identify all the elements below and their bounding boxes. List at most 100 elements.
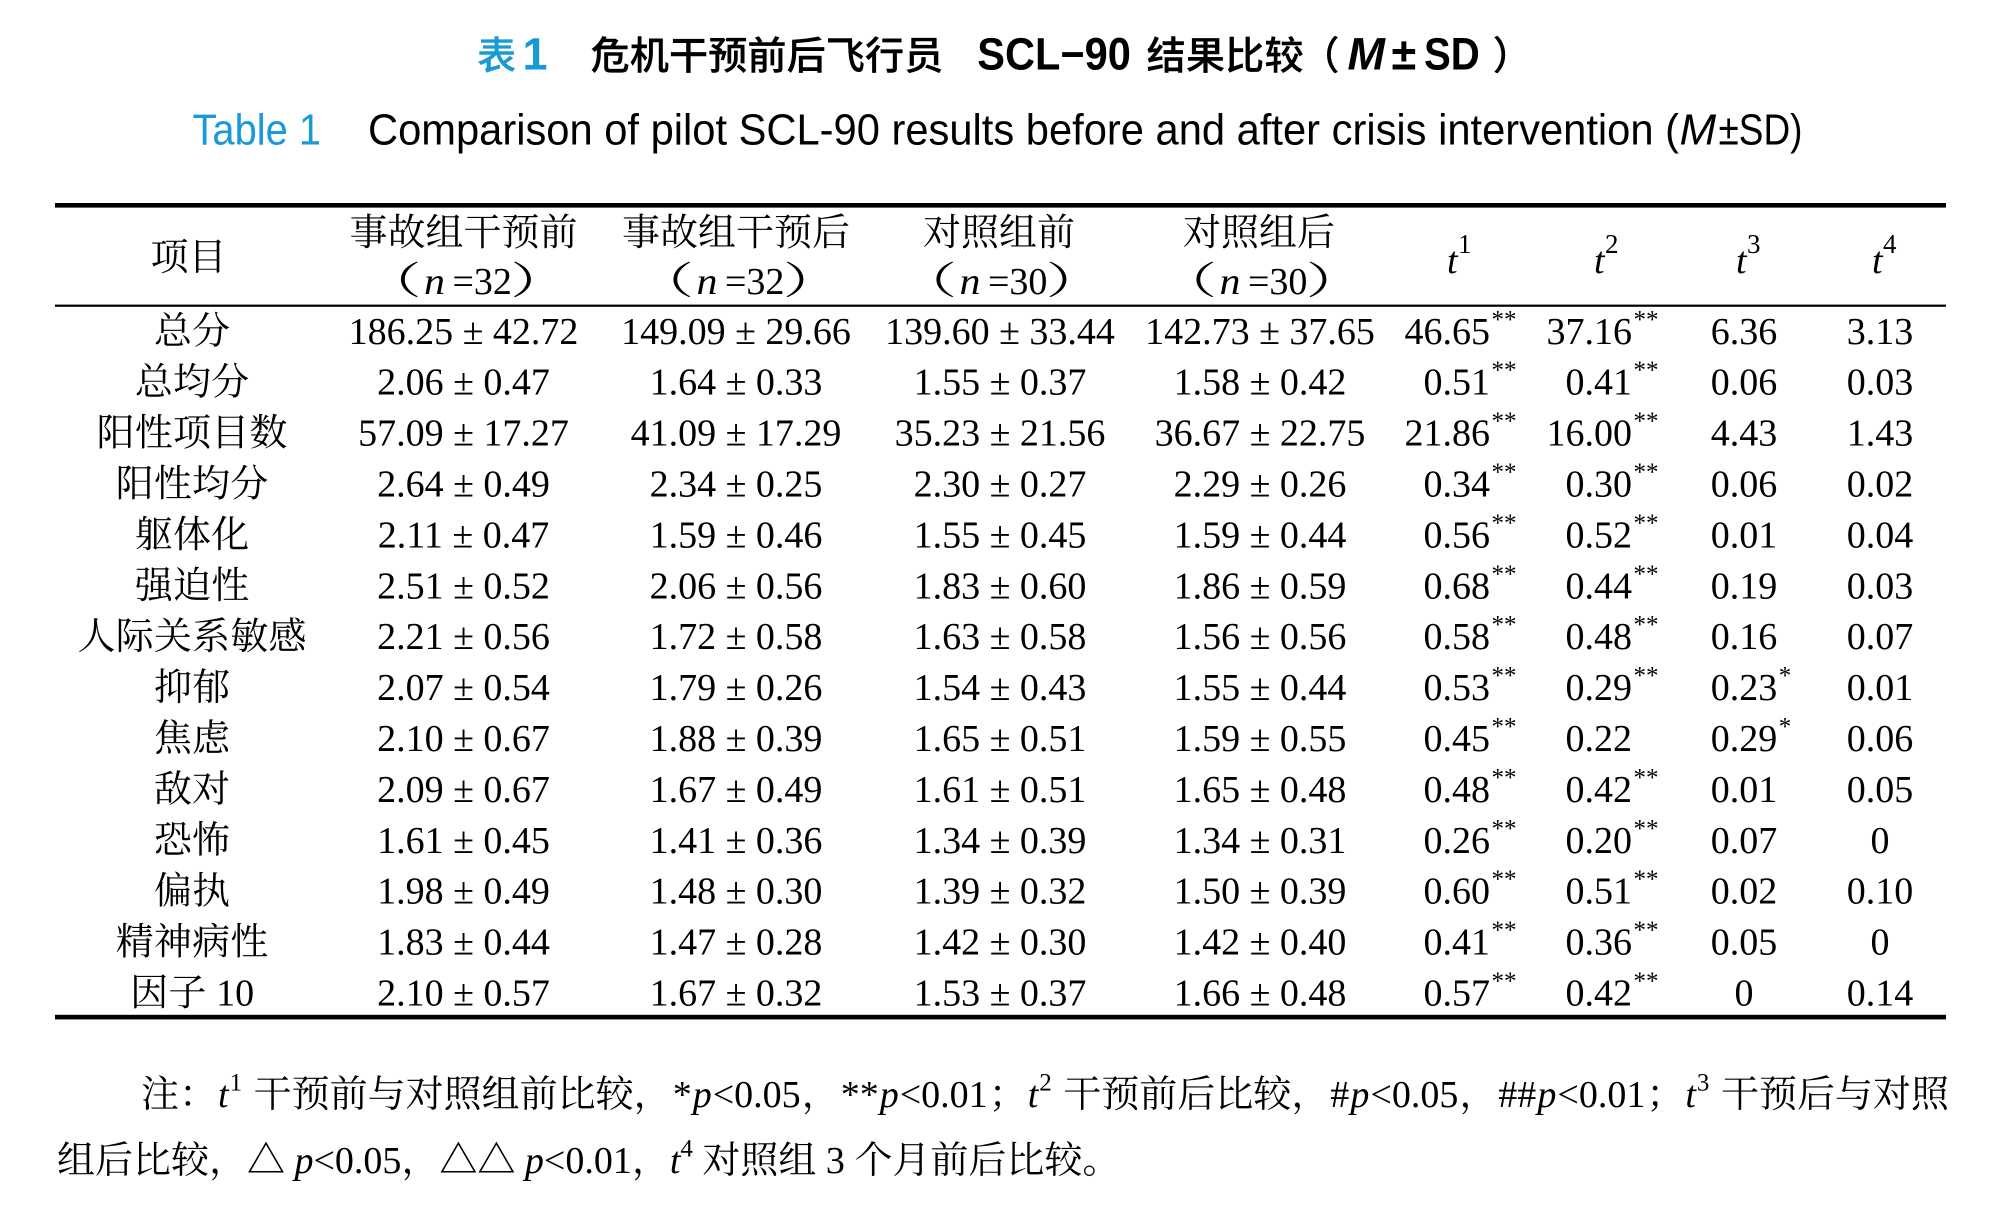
svg-text:6.36: 6.36 bbox=[1711, 311, 1778, 353]
svg-text:n: n bbox=[1220, 261, 1241, 303]
svg-text:1.61 ± 0.51: 1.61 ± 0.51 bbox=[914, 769, 1087, 811]
svg-text:1.67 ± 0.49: 1.67 ± 0.49 bbox=[650, 769, 823, 811]
svg-text:1: 1 bbox=[1458, 229, 1472, 259]
svg-text:<0.05: <0.05 bbox=[314, 1140, 402, 1182]
svg-text:0.05: 0.05 bbox=[1711, 922, 1778, 964]
svg-text:**: ** bbox=[1634, 764, 1659, 791]
svg-text:0: 0 bbox=[1871, 820, 1890, 862]
svg-text:0.26: 0.26 bbox=[1424, 820, 1491, 862]
svg-text:1.55 ± 0.45: 1.55 ± 0.45 bbox=[914, 514, 1087, 556]
svg-text:0.58: 0.58 bbox=[1424, 616, 1491, 658]
svg-text:0.29: 0.29 bbox=[1566, 667, 1633, 709]
svg-text:10: 10 bbox=[216, 973, 254, 1015]
svg-text:0: 0 bbox=[1871, 922, 1890, 964]
svg-text:1.55 ± 0.37: 1.55 ± 0.37 bbox=[914, 362, 1087, 404]
svg-text:**: ** bbox=[1634, 510, 1659, 537]
svg-text:1.34 ± 0.39: 1.34 ± 0.39 bbox=[914, 820, 1087, 862]
svg-text:0.22: 0.22 bbox=[1566, 718, 1633, 760]
svg-text:1.86 ± 0.59: 1.86 ± 0.59 bbox=[1174, 565, 1347, 607]
svg-text:0.01: 0.01 bbox=[1711, 514, 1778, 556]
svg-text:**: ** bbox=[1634, 917, 1659, 944]
svg-text:4.43: 4.43 bbox=[1711, 413, 1778, 455]
svg-text:t: t bbox=[1872, 240, 1884, 282]
svg-text:2.21 ± 0.56: 2.21 ± 0.56 bbox=[377, 616, 550, 658]
svg-text:0.20: 0.20 bbox=[1566, 820, 1633, 862]
svg-text:1.88 ± 0.39: 1.88 ± 0.39 bbox=[650, 718, 823, 760]
svg-text:2.51 ± 0.52: 2.51 ± 0.52 bbox=[377, 565, 550, 607]
svg-text:0.41: 0.41 bbox=[1424, 922, 1491, 964]
svg-text:t: t bbox=[1736, 240, 1748, 282]
svg-text:**: ** bbox=[1492, 764, 1517, 791]
svg-text:0.42: 0.42 bbox=[1566, 769, 1633, 811]
svg-text:0.48: 0.48 bbox=[1424, 769, 1491, 811]
svg-text:0.01: 0.01 bbox=[1847, 667, 1914, 709]
svg-text:##: ## bbox=[1498, 1074, 1536, 1116]
svg-text:149.09 ± 29.66: 149.09 ± 29.66 bbox=[621, 311, 851, 353]
svg-text:2.06 ± 0.47: 2.06 ± 0.47 bbox=[377, 362, 550, 404]
svg-text:t: t bbox=[1685, 1074, 1697, 1116]
svg-text:1.39 ± 0.32: 1.39 ± 0.32 bbox=[914, 871, 1087, 913]
svg-text:1.61 ± 0.45: 1.61 ± 0.45 bbox=[377, 820, 550, 862]
svg-text:0.30: 0.30 bbox=[1566, 464, 1633, 506]
svg-text:1.56 ± 0.56: 1.56 ± 0.56 bbox=[1174, 616, 1347, 658]
svg-text:**: ** bbox=[1492, 306, 1517, 333]
svg-text:3.13: 3.13 bbox=[1847, 311, 1914, 353]
svg-text:0.05: 0.05 bbox=[1847, 769, 1914, 811]
svg-text:n: n bbox=[424, 261, 445, 303]
svg-text:=30: =30 bbox=[1248, 261, 1307, 303]
svg-text:=30: =30 bbox=[988, 261, 1047, 303]
svg-text:1.63 ± 0.58: 1.63 ± 0.58 bbox=[914, 616, 1087, 658]
svg-text:n: n bbox=[697, 261, 718, 303]
svg-text:=32: =32 bbox=[453, 261, 512, 303]
svg-text:=32: =32 bbox=[725, 261, 784, 303]
svg-text:35.23 ± 21.56: 35.23 ± 21.56 bbox=[895, 413, 1106, 455]
svg-text:2.30 ± 0.27: 2.30 ± 0.27 bbox=[914, 464, 1087, 506]
svg-text:p: p bbox=[1534, 1074, 1556, 1116]
svg-text:1.65 ± 0.48: 1.65 ± 0.48 bbox=[1174, 769, 1347, 811]
svg-text:1.55 ± 0.44: 1.55 ± 0.44 bbox=[1174, 667, 1347, 709]
svg-text:*: * bbox=[673, 1074, 692, 1116]
svg-text:<0.01: <0.01 bbox=[900, 1074, 988, 1116]
svg-text:139.60 ± 33.44: 139.60 ± 33.44 bbox=[885, 311, 1115, 353]
svg-text:0.51: 0.51 bbox=[1424, 362, 1491, 404]
svg-text:0.34: 0.34 bbox=[1424, 464, 1491, 506]
svg-text:1.42 ± 0.40: 1.42 ± 0.40 bbox=[1174, 922, 1347, 964]
svg-text:0.06: 0.06 bbox=[1711, 464, 1778, 506]
svg-text:2.29 ± 0.26: 2.29 ± 0.26 bbox=[1174, 464, 1347, 506]
svg-text:*: * bbox=[1779, 714, 1792, 741]
svg-text:0.52: 0.52 bbox=[1566, 514, 1633, 556]
svg-text:M: M bbox=[1680, 106, 1717, 155]
svg-text:0.60: 0.60 bbox=[1424, 871, 1491, 913]
svg-text:1.66 ± 0.48: 1.66 ± 0.48 bbox=[1174, 973, 1347, 1015]
svg-text:1.41 ± 0.36: 1.41 ± 0.36 bbox=[650, 820, 823, 862]
svg-text:1.59 ± 0.46: 1.59 ± 0.46 bbox=[650, 514, 823, 556]
svg-text:**: ** bbox=[1492, 510, 1517, 537]
svg-text:3: 3 bbox=[826, 1140, 845, 1182]
svg-text:p: p bbox=[1347, 1074, 1369, 1116]
svg-text:0.03: 0.03 bbox=[1847, 362, 1914, 404]
svg-text:1.58 ± 0.42: 1.58 ± 0.42 bbox=[1174, 362, 1347, 404]
svg-text:36.67 ± 22.75: 36.67 ± 22.75 bbox=[1155, 413, 1366, 455]
svg-text:1.79 ± 0.26: 1.79 ± 0.26 bbox=[650, 667, 823, 709]
svg-text:0.06: 0.06 bbox=[1847, 718, 1914, 760]
svg-text:2: 2 bbox=[1605, 229, 1619, 259]
svg-text:0.57: 0.57 bbox=[1424, 973, 1491, 1015]
svg-text:2.10 ± 0.57: 2.10 ± 0.57 bbox=[377, 973, 550, 1015]
svg-text:1.83 ± 0.44: 1.83 ± 0.44 bbox=[377, 922, 550, 964]
svg-text:37.16: 37.16 bbox=[1547, 311, 1633, 353]
svg-text:57.09 ± 17.27: 57.09 ± 17.27 bbox=[358, 413, 569, 455]
svg-text:1.64 ± 0.33: 1.64 ± 0.33 bbox=[650, 362, 823, 404]
svg-text:1.98 ± 0.49: 1.98 ± 0.49 bbox=[377, 871, 550, 913]
svg-text:**: ** bbox=[1634, 408, 1659, 435]
svg-text:t: t bbox=[1447, 240, 1459, 282]
svg-text:Table 1: Table 1 bbox=[193, 106, 322, 155]
svg-text:**: ** bbox=[1634, 968, 1659, 995]
svg-text:0.07: 0.07 bbox=[1847, 616, 1914, 658]
svg-text:1.53 ± 0.37: 1.53 ± 0.37 bbox=[914, 973, 1087, 1015]
svg-text:**: ** bbox=[1492, 815, 1517, 842]
svg-text:2.64 ± 0.49: 2.64 ± 0.49 bbox=[377, 464, 550, 506]
svg-text:1.67 ± 0.32: 1.67 ± 0.32 bbox=[650, 973, 823, 1015]
svg-text:0.06: 0.06 bbox=[1711, 362, 1778, 404]
svg-text:<0.05: <0.05 bbox=[713, 1074, 801, 1116]
svg-text:1.42 ± 0.30: 1.42 ± 0.30 bbox=[914, 922, 1087, 964]
